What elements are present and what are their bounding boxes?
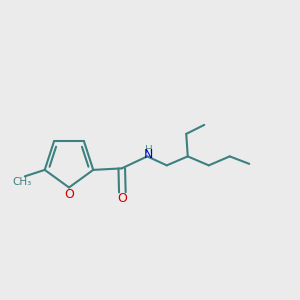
Text: O: O <box>117 192 127 205</box>
Text: O: O <box>64 188 74 202</box>
Text: H: H <box>145 145 153 155</box>
Text: N: N <box>144 148 153 161</box>
Text: CH₃: CH₃ <box>12 177 32 187</box>
